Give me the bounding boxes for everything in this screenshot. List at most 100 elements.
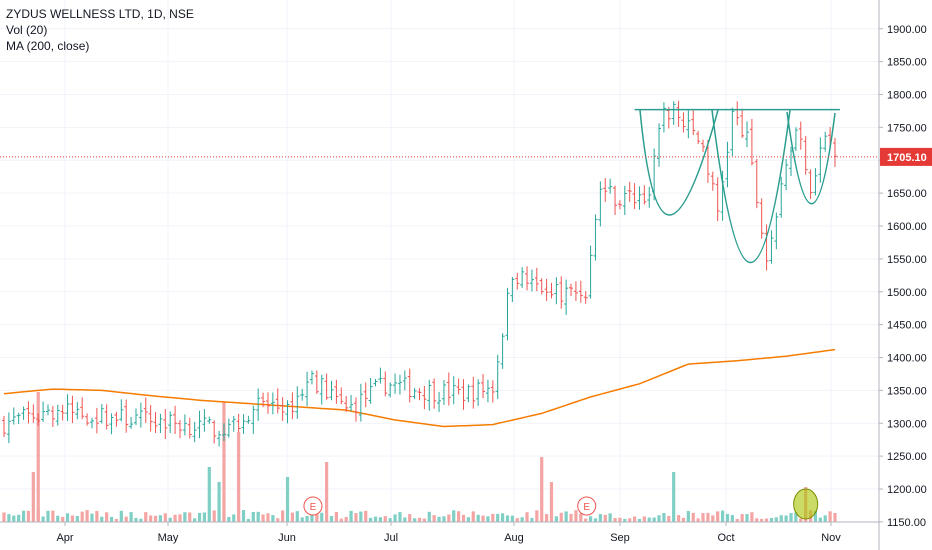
ohlc-bar xyxy=(275,388,280,414)
ohlc-bar xyxy=(803,135,808,175)
price-tick-label: 1400.00 xyxy=(887,353,927,365)
volume-bar xyxy=(760,518,764,522)
indicator-volume[interactable]: Vol (20) xyxy=(6,23,48,37)
volume-bar xyxy=(266,513,270,522)
ohlc-bar xyxy=(715,177,720,222)
volume-bar xyxy=(632,516,637,522)
ohlc-bar xyxy=(138,402,143,428)
volume-bar xyxy=(642,516,646,522)
volume-bar xyxy=(207,467,211,522)
price-axis-labels: 1150.00 1200.00 1250.00 1300.00 1350.00 1400.… xyxy=(879,24,927,529)
ohlc-bar xyxy=(525,266,530,291)
volume-bar xyxy=(119,510,123,522)
volume-bar xyxy=(530,517,534,522)
volume-bar xyxy=(579,513,583,522)
price-tick-label: 1800.00 xyxy=(887,90,927,102)
ohlc-bar xyxy=(671,101,676,125)
volume-bar xyxy=(549,482,554,522)
volume-bar xyxy=(496,513,500,522)
volume-bar xyxy=(750,512,754,522)
volume-bar xyxy=(320,512,324,522)
volume-bar xyxy=(574,510,578,522)
volume-bar xyxy=(153,515,158,522)
volume-bar xyxy=(354,513,358,522)
volume-bar xyxy=(183,512,187,522)
price-tick-label: 1900.00 xyxy=(887,24,927,36)
ohlc-bar xyxy=(60,404,65,421)
ohlc-bar xyxy=(774,212,779,250)
volume-bar xyxy=(300,517,304,522)
volume-bar xyxy=(564,511,568,522)
volume-bar xyxy=(618,517,622,522)
ohlc-bar xyxy=(217,430,222,447)
volume-bar xyxy=(745,514,749,522)
time-tick-label: May xyxy=(158,532,179,544)
ohlc-bar xyxy=(314,370,319,394)
volume-bar xyxy=(725,513,730,522)
ohlc-bar xyxy=(686,110,691,139)
ohlc-bar xyxy=(16,412,21,424)
volume-bar xyxy=(769,517,774,522)
volume-bar xyxy=(442,516,446,522)
ohlc-bar xyxy=(119,399,124,422)
ohlc-bar xyxy=(676,100,681,127)
ohlc-bar xyxy=(476,379,481,406)
volume-bar xyxy=(735,518,739,522)
volume-bar xyxy=(628,518,632,522)
ohlc-bar xyxy=(309,370,314,385)
earnings-marker-circle xyxy=(577,496,597,516)
price-tick-label: 1600.00 xyxy=(887,221,927,233)
ohlc-bar xyxy=(94,407,99,434)
volume-bar xyxy=(36,392,40,522)
ohlc-bar xyxy=(539,278,544,295)
ohlc-bar xyxy=(368,378,373,404)
ohlc-bar xyxy=(437,391,442,412)
ohlc-bar xyxy=(246,415,251,424)
ohlc-bar xyxy=(793,127,798,151)
volume-bar xyxy=(686,510,690,522)
volume-bar xyxy=(452,510,456,522)
ohlc-bar xyxy=(236,413,241,433)
volume-bar xyxy=(408,514,412,522)
ohlc-bars xyxy=(2,100,837,447)
ohlc-bar xyxy=(363,382,368,408)
chart-title[interactable]: ZYDUS WELLNESS LTD, 1D, NSE xyxy=(6,7,194,21)
earnings-marker-circle xyxy=(303,496,323,516)
volume-bar xyxy=(149,515,153,522)
earnings-marker: E xyxy=(303,496,323,516)
volume-bar xyxy=(344,516,348,522)
volume-bar xyxy=(232,514,236,522)
volume-bar xyxy=(70,515,75,522)
ohlc-bar xyxy=(397,374,402,395)
indicator-ma[interactable]: MA (200, close) xyxy=(6,39,90,53)
ohlc-bar xyxy=(6,412,11,444)
ohlc-bar xyxy=(305,371,310,407)
ohlc-bar xyxy=(353,397,358,422)
volume-bar xyxy=(261,514,265,522)
ohlc-bar xyxy=(818,137,823,183)
ohlc-bar xyxy=(642,185,647,205)
price-tick-label: 1150.00 xyxy=(887,517,926,529)
drawings[interactable] xyxy=(0,108,879,520)
ohlc-bar xyxy=(109,413,114,435)
ohlc-bar xyxy=(349,394,354,412)
price-tick-label: 1300.00 xyxy=(887,418,927,430)
ohlc-bar xyxy=(373,379,378,387)
ohlc-bar xyxy=(466,384,471,403)
volume-bar xyxy=(676,515,681,522)
volume-bar xyxy=(315,512,319,522)
volume-bar xyxy=(681,517,686,522)
ohlc-bar xyxy=(290,392,295,420)
volume-bar xyxy=(193,518,197,522)
ohlc-bar xyxy=(407,368,412,403)
volume-bar xyxy=(17,514,21,522)
volume-bar xyxy=(227,516,231,522)
volume-bar xyxy=(114,518,119,522)
price-tick-label: 1350.00 xyxy=(887,385,927,397)
ohlc-bar xyxy=(627,181,632,202)
ohlc-bar xyxy=(471,376,476,409)
volume-bar xyxy=(813,510,818,522)
ohlc-bar xyxy=(485,379,490,403)
